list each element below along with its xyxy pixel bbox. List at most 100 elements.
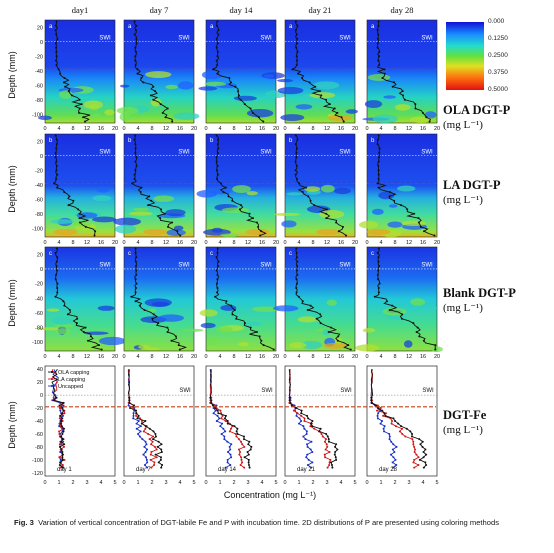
p-heatmap-panel: SWI a 0 4 8 12 16 20 — [198, 19, 287, 132]
fe-ola-point — [295, 407, 298, 410]
p-profile-point — [54, 59, 57, 62]
p-profile-point — [134, 300, 137, 303]
p-profile-point — [142, 81, 145, 84]
fe-la-point — [401, 432, 404, 435]
p-profile-point — [393, 81, 396, 84]
fe-ola-point — [422, 466, 425, 469]
x-tick-label: 20 — [191, 126, 197, 132]
fe-uncapped-point — [311, 451, 314, 454]
fe-la-point — [148, 438, 151, 441]
p-profile-point — [174, 335, 177, 338]
p-profile-point — [295, 256, 298, 259]
heatmap-patch — [372, 114, 399, 124]
x-tick-label: 12 — [163, 126, 169, 132]
fe-ola-point — [60, 435, 63, 438]
fe-ola-point — [129, 407, 132, 410]
p-heatmap-panel: SWI b 0 4 8 12 16 20 — [359, 133, 440, 246]
fe-la-point — [417, 464, 420, 466]
p-profile-point — [294, 173, 297, 176]
p-profile-point — [377, 169, 380, 172]
heatmap-patch — [326, 299, 338, 306]
figure-caption: Fig. 3 Variation of vertical concentrati… — [14, 518, 544, 528]
p-profile-point — [134, 55, 137, 58]
fe-la-point — [60, 443, 63, 446]
fe-panel-frame — [284, 365, 356, 477]
p-profile-point — [419, 225, 422, 228]
fe-ola-point — [128, 399, 131, 402]
p-profile-point — [377, 247, 380, 250]
fe-uncapped-point — [392, 456, 395, 459]
x-tick-label: 20 — [112, 240, 118, 246]
fe-uncapped-point — [143, 464, 146, 466]
fe-la-point — [324, 456, 327, 459]
p-profile-point — [151, 317, 154, 320]
fe-uncapped-point — [305, 432, 308, 435]
x-tick-label: 12 — [406, 354, 412, 360]
p-profile-point — [255, 221, 258, 224]
fe-uncapped-point — [310, 466, 313, 469]
p-profile-point — [391, 85, 394, 88]
p-profile-point — [262, 344, 265, 347]
p-profile-point — [152, 85, 155, 88]
fe-ola-point — [160, 451, 163, 454]
heatmap-patch — [150, 98, 162, 107]
p-profile-point — [227, 195, 230, 198]
fe-ola-point — [214, 407, 217, 410]
y-tick-label: -20 — [35, 406, 43, 412]
p-profile-point — [166, 330, 169, 333]
x-tick-label: 0 — [365, 240, 368, 246]
p-profile-point — [295, 46, 298, 49]
x-tick-label: 20 — [191, 240, 197, 246]
fe-la-point — [313, 427, 316, 430]
fe-ola-point — [55, 396, 58, 399]
heatmap-patch — [277, 86, 304, 95]
p-profile-point — [100, 348, 103, 351]
x-tick-label: 20 — [112, 354, 118, 360]
axis-labels: day1 day 7 day 14 day 21 day 28 — [72, 5, 414, 15]
fe-uncapped-point — [132, 417, 135, 420]
fe-la-point — [151, 440, 154, 443]
heatmap-patch — [319, 209, 345, 219]
heatmap-patch — [388, 204, 398, 208]
fe-la-point — [398, 430, 401, 433]
x-tick-label: 3 — [325, 480, 328, 486]
panel-letter: a — [128, 24, 132, 30]
p-profile-point — [177, 344, 180, 347]
heatmap-patch — [119, 84, 130, 88]
fe-la-point — [326, 445, 329, 448]
p-profile-point — [301, 300, 304, 303]
p-profile-point — [143, 308, 146, 311]
x-tick-label: 3 — [85, 480, 88, 486]
fe-panel: day 1 0 1 2 3 4 5 40 20 0 -20 -40 -60 -80 -100 -120 OLA … — [32, 365, 117, 486]
x-tick-label: 3 — [164, 480, 167, 486]
panel-letter: c — [289, 251, 292, 257]
p-profile-point — [239, 98, 242, 101]
p-profile-point — [418, 335, 421, 338]
fe-ola-point — [319, 427, 322, 430]
p-profile-point — [136, 72, 139, 75]
heatmap-patch — [274, 212, 301, 216]
fe-la-point — [224, 420, 227, 422]
fe-la-point — [412, 440, 415, 443]
fe-ola-point — [370, 399, 373, 402]
fe-ola-point — [148, 427, 151, 430]
heatmap-patch — [289, 342, 307, 349]
p-profile-point — [62, 300, 65, 303]
x-tick-label: 12 — [163, 240, 169, 246]
fe-la-point — [326, 466, 329, 469]
fe-la-point — [243, 445, 246, 448]
fe-ola-point — [61, 407, 64, 410]
x-tick-label: 4 — [136, 126, 139, 132]
heatmap-patch — [92, 195, 112, 202]
fe-uncapped-point — [311, 461, 314, 464]
fe-la-point — [63, 445, 66, 448]
p-profile-point — [377, 256, 380, 259]
p-profile-point — [383, 72, 386, 75]
fe-ola-point — [152, 430, 155, 433]
fe-ola-point — [141, 422, 144, 425]
p-profile-point — [377, 291, 380, 294]
p-profile-point — [378, 55, 381, 58]
p-profile-point — [377, 173, 380, 176]
x-tick-label: 4 — [421, 480, 424, 486]
y-tick-label: -100 — [32, 340, 43, 346]
